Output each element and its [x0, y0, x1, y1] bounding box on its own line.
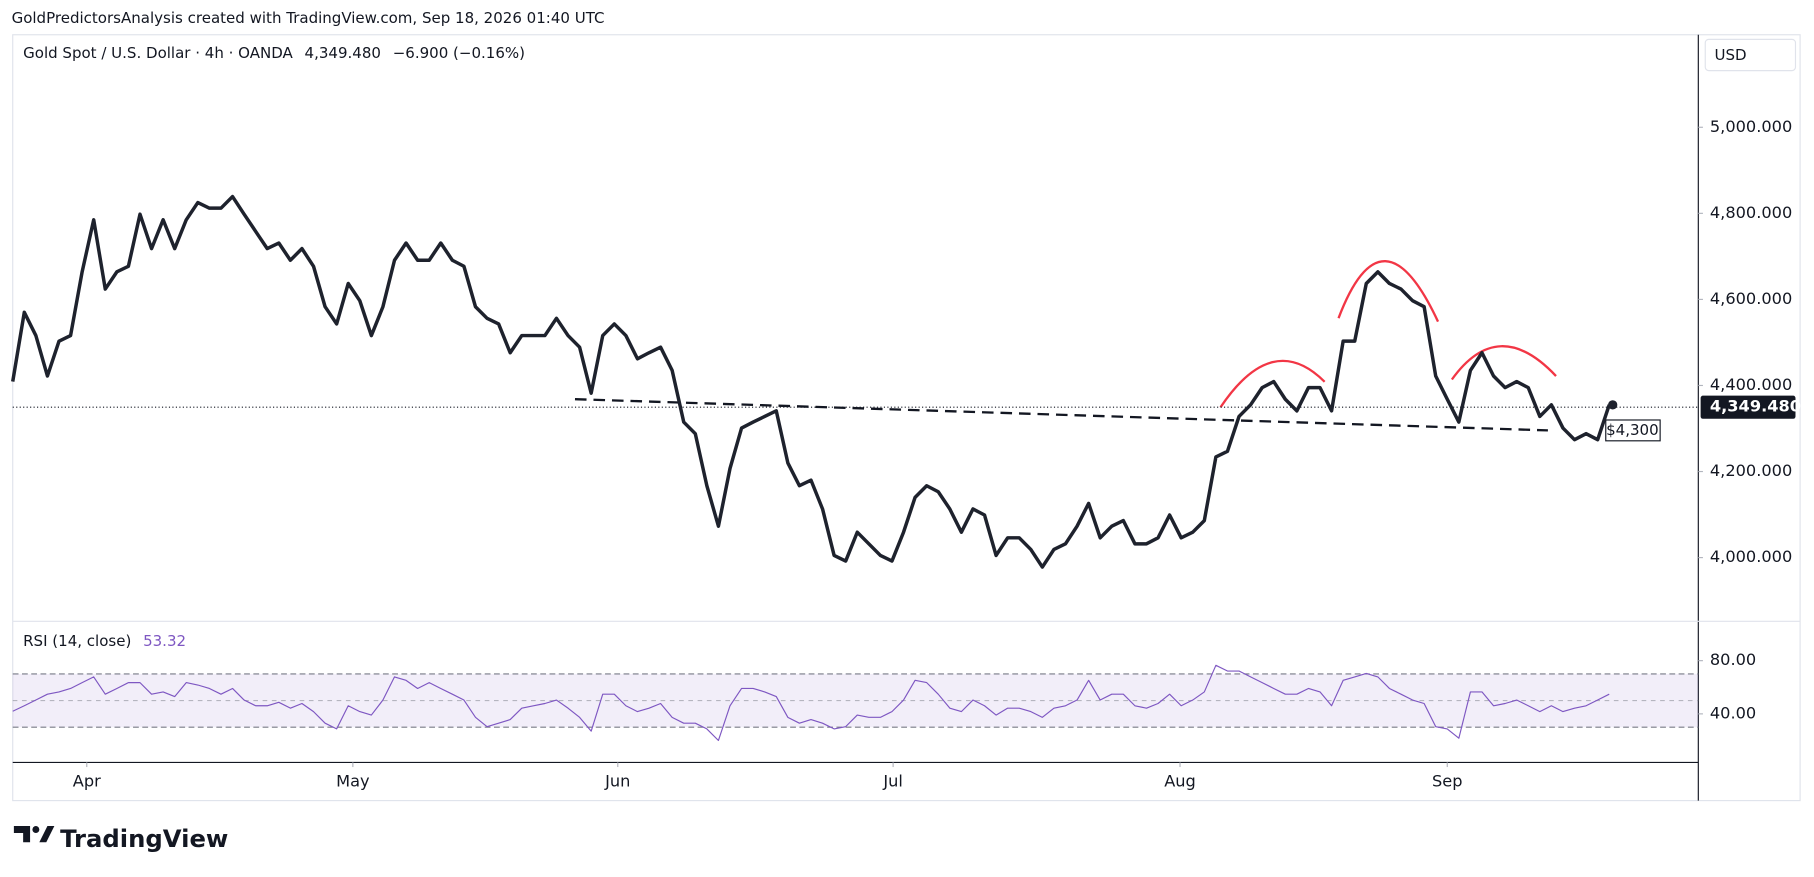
head [1337, 260, 1440, 323]
axes: Apr May Jun Jul Aug Sep 4,000.000 4,200.000 4,40… [73, 117, 1793, 791]
last-price-label: 4,349.480 [1710, 397, 1801, 416]
price-line [11, 194, 1611, 569]
logo [13, 826, 55, 843]
rsi-legend: RSI (14, close) 53.32 [23, 631, 186, 649]
attribution: GoldPredictorsAnalysis created with Trad… [12, 9, 605, 27]
annotation: $4,300 [1606, 421, 1659, 439]
rsi-y-tick-label: 80.00 [1710, 650, 1756, 669]
y-tick-label: 4,000.000 [1710, 547, 1792, 566]
rsi-value: 53.32 [143, 631, 186, 649]
x-tick-label: May [336, 772, 370, 791]
y-tick-label: 4,400.000 [1710, 375, 1792, 394]
rsi-y-tick-label: 40.00 [1710, 703, 1756, 722]
left-shoulder [1219, 359, 1326, 408]
x-tick-label: Jul [882, 772, 903, 791]
symbol: Gold Spot / U.S. Dollar · 4h · OANDA [23, 44, 293, 62]
chart-frame [12, 34, 1801, 802]
x-tick-label: Aug [1164, 772, 1196, 791]
y-tick-label: 4,200.000 [1710, 461, 1792, 480]
x-tick-label: Jun [604, 772, 630, 791]
logo-mark [13, 826, 55, 843]
x-tick-label: Apr [73, 772, 101, 791]
currency-box[interactable] [1704, 38, 1797, 72]
currency: USD [1715, 46, 1747, 64]
footer: TradingView [60, 824, 228, 853]
x-tick-label: Sep [1432, 772, 1463, 791]
last-point [1608, 400, 1618, 410]
change: −6.900 (−0.16%) [393, 44, 525, 62]
rsi-line [12, 664, 1610, 742]
logo-dot [32, 826, 40, 833]
neckline [574, 398, 1548, 432]
last-value: 4,349.480 [305, 44, 381, 62]
y-tick-label: 4,600.000 [1710, 289, 1792, 308]
legend: Gold Spot / U.S. Dollar · 4h · OANDA 4,3… [23, 44, 525, 62]
y-tick-label: 5,000.000 [1710, 117, 1792, 136]
right-shoulder [1450, 345, 1557, 381]
annotation-box [1605, 419, 1661, 442]
last-price-box [1700, 395, 1796, 419]
rsi-title: RSI (14, close) [23, 631, 131, 649]
y-tick-label: 4,800.000 [1710, 203, 1792, 222]
